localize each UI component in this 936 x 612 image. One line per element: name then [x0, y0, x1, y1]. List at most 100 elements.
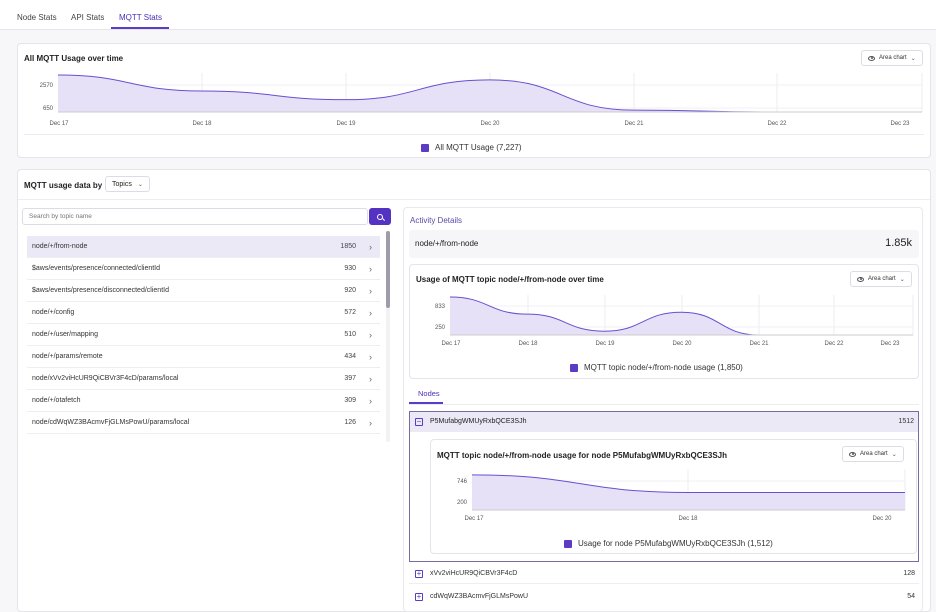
- x-tick-label: Dec 21: [749, 341, 769, 347]
- search-button[interactable]: [369, 208, 391, 225]
- chevron-right-icon[interactable]: ›: [369, 307, 372, 318]
- node-chart-panel: MQTT topic node/+/from-node usage for no…: [430, 439, 917, 554]
- topic-count: 309: [344, 397, 356, 404]
- topic-name: node/+/config: [32, 309, 75, 316]
- chevron-right-icon[interactable]: ›: [369, 285, 372, 296]
- overview-area-chart: 2570 650 Dec 17 Dec 18 Dec 19 Dec 20 Dec 21 Dec…: [40, 73, 923, 127]
- node-chart-legend[interactable]: Usage for node P5MufabgWMUyRxbQCE3SJh (1…: [564, 539, 773, 548]
- topic-list: node/+/from-node 1850 › $aws/events/presenc…: [27, 236, 380, 442]
- chevron-down-icon: ⌄: [910, 55, 916, 62]
- topic-row[interactable]: $aws/events/presence/disconnected/client…: [27, 280, 380, 302]
- x-tick-label: Dec 23: [880, 341, 900, 347]
- search-icon: [377, 213, 383, 220]
- chevron-down-icon: ⌄: [891, 451, 897, 458]
- x-tick-label: Dec 18: [518, 341, 538, 347]
- node-chart-title: MQTT topic node/+/from-node usage for no…: [437, 451, 728, 460]
- topic-list-scrollbar[interactable]: [386, 231, 390, 442]
- x-tick-label: Dec 17: [441, 341, 461, 347]
- activity-heading: Activity Details: [410, 216, 463, 225]
- node-count: 54: [907, 593, 915, 600]
- topic-name: node/+/from-node: [32, 243, 88, 250]
- usage-by-select[interactable]: Topics ⌄: [105, 176, 150, 192]
- expand-icon[interactable]: +: [415, 592, 423, 601]
- area-fill: [58, 75, 922, 112]
- tab-nodes[interactable]: Nodes: [418, 389, 440, 398]
- chevron-right-icon[interactable]: ›: [369, 351, 372, 362]
- topic-count: 397: [344, 375, 356, 382]
- topic-row[interactable]: node/+/config 572 ›: [27, 302, 380, 324]
- node-row[interactable]: + xVv2viHcUR9QiCBVr3F4cD 128: [409, 564, 919, 584]
- chevron-right-icon[interactable]: ›: [369, 263, 372, 274]
- tab-mqtt-stats[interactable]: MQTT Stats: [119, 13, 162, 22]
- topic-row[interactable]: $aws/events/presence/connected/clientId 9…: [27, 258, 380, 280]
- activity-summary: node/+/from-node 1.85k: [409, 230, 919, 258]
- x-tick-label: Dec 17: [49, 121, 69, 127]
- node-row-header[interactable]: − P5MufabgWMUyRxbQCE3SJh 1512: [410, 412, 918, 432]
- chevron-right-icon[interactable]: ›: [369, 395, 372, 406]
- node-chart-type-button[interactable]: Area chart ⌄: [842, 446, 904, 462]
- collapse-icon[interactable]: −: [415, 417, 423, 426]
- y-tick-label: 2570: [40, 83, 54, 89]
- eye-icon: [868, 55, 875, 61]
- overview-panel: All MQTT Usage over time Area chart ⌄ 25…: [17, 43, 931, 158]
- topic-count: 1850: [340, 243, 356, 250]
- topic-chart-legend[interactable]: MQTT topic node/+/from-node usage (1,850…: [570, 363, 743, 372]
- overview-legend[interactable]: All MQTT Usage (7,227): [421, 143, 522, 152]
- activity-total: 1.85k: [885, 237, 912, 249]
- topic-name: $aws/events/presence/connected/clientId: [32, 265, 161, 272]
- area-fill: [450, 297, 913, 335]
- tab-api-stats[interactable]: API Stats: [71, 13, 105, 22]
- topic-row[interactable]: node/+/params/remote 434 ›: [27, 346, 380, 368]
- active-tab-indicator: [111, 27, 169, 29]
- y-tick-label: 650: [43, 106, 54, 112]
- overview-chart-type-button[interactable]: Area chart ⌄: [861, 50, 923, 66]
- topic-count: 572: [344, 309, 356, 316]
- area-fill: [472, 474, 905, 510]
- topic-row[interactable]: node/+/otafetch 309 ›: [27, 390, 380, 412]
- expand-icon[interactable]: +: [415, 569, 423, 578]
- chevron-down-icon: ⌄: [899, 276, 905, 283]
- topic-area-chart: 833 250 Dec 17 Dec 18 Dec 19 Dec 20 Dec 21 Dec …: [435, 295, 914, 347]
- topic-row[interactable]: node/cdWqWZ3BAcmvFjGLMsPowU/params/local…: [27, 412, 380, 434]
- x-tick-label: Dec 19: [595, 341, 615, 347]
- series-line: [471, 474, 905, 493]
- node-id: P5MufabgWMUyRxbQCE3SJh: [430, 418, 527, 425]
- x-tick-label: Dec 22: [767, 121, 787, 127]
- node-count: 128: [903, 570, 915, 577]
- topic-name: node/+/user/mapping: [32, 331, 98, 338]
- topic-chart-panel: Usage of MQTT topic node/+/from-node ove…: [409, 264, 919, 379]
- eye-icon: [857, 276, 864, 282]
- topic-name: node/+/params/remote: [32, 353, 103, 360]
- eye-icon: [849, 451, 856, 457]
- x-tick-label: Dec 20: [480, 121, 500, 127]
- topic-name: node/cdWqWZ3BAcmvFjGLMsPowU/params/local: [32, 419, 190, 426]
- chevron-right-icon[interactable]: ›: [369, 417, 372, 428]
- topic-name: node/+/otafetch: [32, 397, 81, 404]
- topic-row[interactable]: node/+/from-node 1850 ›: [27, 236, 380, 258]
- topic-chart-type-button[interactable]: Area chart ⌄: [850, 271, 912, 287]
- divider: [409, 404, 919, 405]
- divider: [24, 134, 924, 135]
- chevron-right-icon[interactable]: ›: [369, 373, 372, 384]
- node-id: cdWqWZ3BAcmvFjGLMsPowU: [430, 593, 529, 600]
- y-tick-label: 250: [435, 325, 446, 331]
- legend-swatch: [564, 539, 572, 548]
- topic-count: 930: [344, 265, 356, 272]
- node-row[interactable]: + cdWqWZ3BAcmvFjGLMsPowU 54: [409, 587, 919, 607]
- activity-topic: node/+/from-node: [415, 239, 479, 248]
- x-tick-label: Dec 20: [672, 341, 692, 347]
- topic-row[interactable]: node/xVv2viHcUR9QiCBVr3F4cD/params/local…: [27, 368, 380, 390]
- tab-node-stats[interactable]: Node Stats: [17, 13, 57, 22]
- scrollbar-thumb[interactable]: [386, 231, 390, 308]
- topic-row[interactable]: node/+/user/mapping 510 ›: [27, 324, 380, 346]
- y-tick-label: 833: [435, 304, 446, 310]
- topic-count: 510: [344, 331, 356, 338]
- chevron-right-icon[interactable]: ›: [369, 329, 372, 340]
- topic-name: node/xVv2viHcUR9QiCBVr3F4cD/params/local: [32, 375, 179, 382]
- y-tick-label: 746: [457, 479, 468, 485]
- topic-count: 434: [344, 353, 356, 360]
- node-id: xVv2viHcUR9QiCBVr3F4cD: [430, 570, 518, 577]
- topic-search-input[interactable]: [22, 208, 368, 225]
- chevron-right-icon[interactable]: ›: [369, 241, 372, 252]
- node-area-chart: 746 200 Dec 17 Dec 18 Dec 20: [457, 469, 906, 522]
